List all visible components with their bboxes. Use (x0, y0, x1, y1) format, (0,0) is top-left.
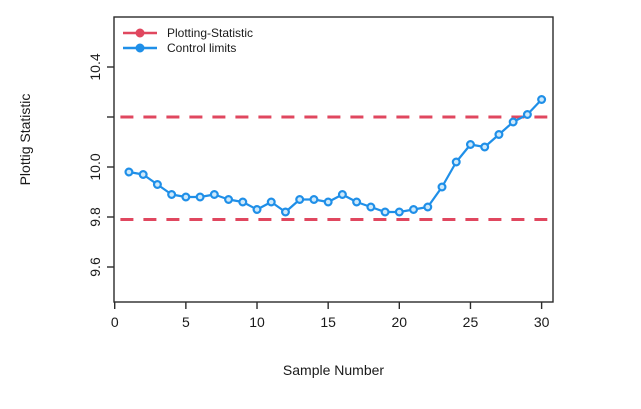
x-tick-label: 15 (320, 314, 336, 330)
data-point-marker (209, 190, 219, 200)
data-point-marker (138, 170, 148, 180)
data-point-marker (238, 197, 248, 207)
data-point-marker (537, 94, 547, 104)
x-tick-label: 20 (392, 314, 408, 330)
data-point-marker (423, 202, 433, 212)
data-point-marker (323, 197, 333, 207)
data-point-marker (224, 195, 234, 205)
data-point-marker (152, 180, 162, 190)
data-point-marker (181, 192, 191, 202)
plot-box (113, 16, 554, 303)
data-point-marker (337, 190, 347, 200)
data-point-marker (494, 130, 504, 140)
data-point-marker (366, 202, 376, 212)
legend-marker-dot (135, 28, 145, 38)
plot-border (113, 16, 554, 303)
y-tick-label: 10.4 (87, 53, 103, 80)
legend-entry-label: Plotting-Statistic (167, 26, 253, 40)
x-axis-title: Sample Number (283, 362, 384, 378)
data-point-marker (266, 197, 276, 207)
data-point-marker (380, 207, 390, 217)
data-point-marker (252, 205, 262, 215)
data-point-marker (309, 195, 319, 205)
data-point-marker (352, 197, 362, 207)
x-tick-label: 25 (463, 314, 479, 330)
control-limit-lines (120, 115, 548, 221)
data-point-marker (409, 205, 419, 215)
y-tick-label: 9.8 (87, 207, 103, 227)
data-point-marker (394, 207, 404, 217)
x-tick-label: 5 (182, 314, 190, 330)
y-axis-title: Plottig Statistic (17, 94, 33, 186)
x-tick-label: 30 (534, 314, 550, 330)
legend-marker-dot (135, 43, 145, 53)
data-point-marker (167, 190, 177, 200)
data-point-marker (508, 117, 518, 127)
y-tick-label: 10.0 (87, 153, 103, 180)
data-point-marker (124, 167, 134, 177)
data-point-marker (295, 195, 305, 205)
legend-entry-label: Control limits (167, 41, 236, 55)
x-tick-label: 0 (111, 314, 119, 330)
x-tick-label: 10 (249, 314, 265, 330)
x-axis: 0 5 10 15 20 25 30 (111, 302, 550, 330)
y-axis: 10.4 10.0 9.8 9.6 (87, 53, 114, 277)
data-point-marker (280, 207, 290, 217)
data-point-marker (522, 109, 532, 119)
data-point-marker (437, 182, 447, 192)
data-point-marker (465, 140, 475, 150)
data-point-marker (480, 142, 490, 152)
data-point-marker (451, 157, 461, 167)
y-tick-label: 9.6 (87, 257, 103, 277)
statistic-series (124, 94, 547, 217)
data-point-marker (195, 192, 205, 202)
